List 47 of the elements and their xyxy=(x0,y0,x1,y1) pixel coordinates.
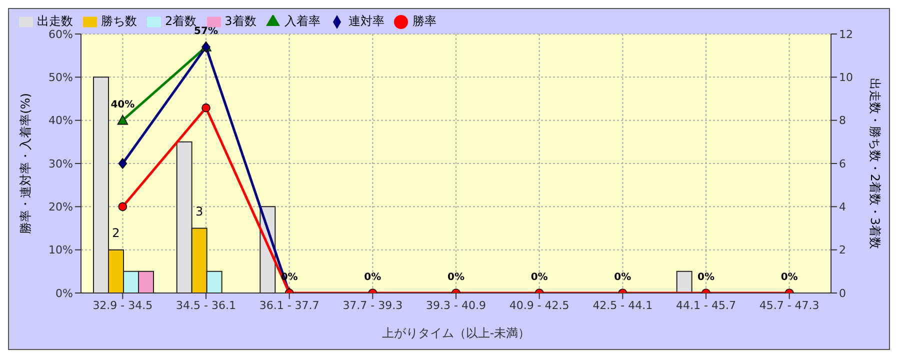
y-tick-label: 50% xyxy=(48,71,73,84)
y2-tick-label: 10 xyxy=(839,71,853,84)
data-label: 0% xyxy=(698,272,714,283)
data-label: 3 xyxy=(196,204,204,218)
legend-label: 勝率 xyxy=(412,14,436,28)
data-label: 0% xyxy=(530,272,548,283)
x-tick-label: 44.1 - 45.7 xyxy=(676,298,736,312)
y-tick-label: 40% xyxy=(48,114,73,128)
x-tick-label: 37.7 - 39.3 xyxy=(342,298,403,312)
x-axis-title: 上がりタイム（以上-未満） xyxy=(382,326,530,340)
y-tick-label: 60% xyxy=(48,28,73,41)
x-tick-label: 32.9 - 34.5 xyxy=(92,298,153,312)
x-tick-label: 42.5 - 44.1 xyxy=(592,298,653,312)
x-tick-label: 40.9 - 42.5 xyxy=(509,298,570,312)
y2-tick-label: 6 xyxy=(839,157,846,170)
x-tick-label: 45.7 - 47.3 xyxy=(759,298,820,312)
data-label: 0% xyxy=(614,272,632,283)
y-tick-label: 0% xyxy=(56,286,73,300)
bar xyxy=(676,270,692,293)
y2-tick-label: 12 xyxy=(839,28,853,41)
data-label: 0% xyxy=(780,272,798,283)
legend-label: 3着数 xyxy=(224,14,256,28)
legend-label: 連対率 xyxy=(348,14,384,28)
y2-tick-label: 8 xyxy=(839,114,846,128)
legend-label: 勝ち数 xyxy=(101,14,137,28)
legend-label: 出走数 xyxy=(37,14,73,28)
data-label: 0% xyxy=(364,272,382,283)
point xyxy=(118,158,128,169)
y2-tick-label: 4 xyxy=(839,200,846,214)
data-label: 2 xyxy=(112,226,120,240)
y-tick-label: 20% xyxy=(48,200,73,214)
y2-tick-label: 0 xyxy=(839,286,846,300)
y2-axis-title: 出走数・勝ち数・2着数・3着数 xyxy=(868,78,882,250)
point xyxy=(202,103,210,112)
legend-label: 2着数 xyxy=(165,14,197,28)
data-label: 57% xyxy=(194,26,218,37)
x-tick-label: 39.3 - 40.9 xyxy=(426,298,486,312)
y-tick-label: 30% xyxy=(48,157,73,170)
x-tick-label: 34.5 - 36.1 xyxy=(176,298,236,312)
point xyxy=(118,202,128,212)
data-label: 0% xyxy=(448,272,464,283)
y2-tick-label: 2 xyxy=(839,244,846,257)
data-label: 40% xyxy=(110,99,135,110)
y-tick-label: 10% xyxy=(48,244,73,257)
x-tick-label: 36.1 - 37.7 xyxy=(259,298,320,312)
legend-label: 入着率 xyxy=(284,14,320,28)
y-axis-title: 勝率・連対率・入着率(%) xyxy=(18,93,32,234)
